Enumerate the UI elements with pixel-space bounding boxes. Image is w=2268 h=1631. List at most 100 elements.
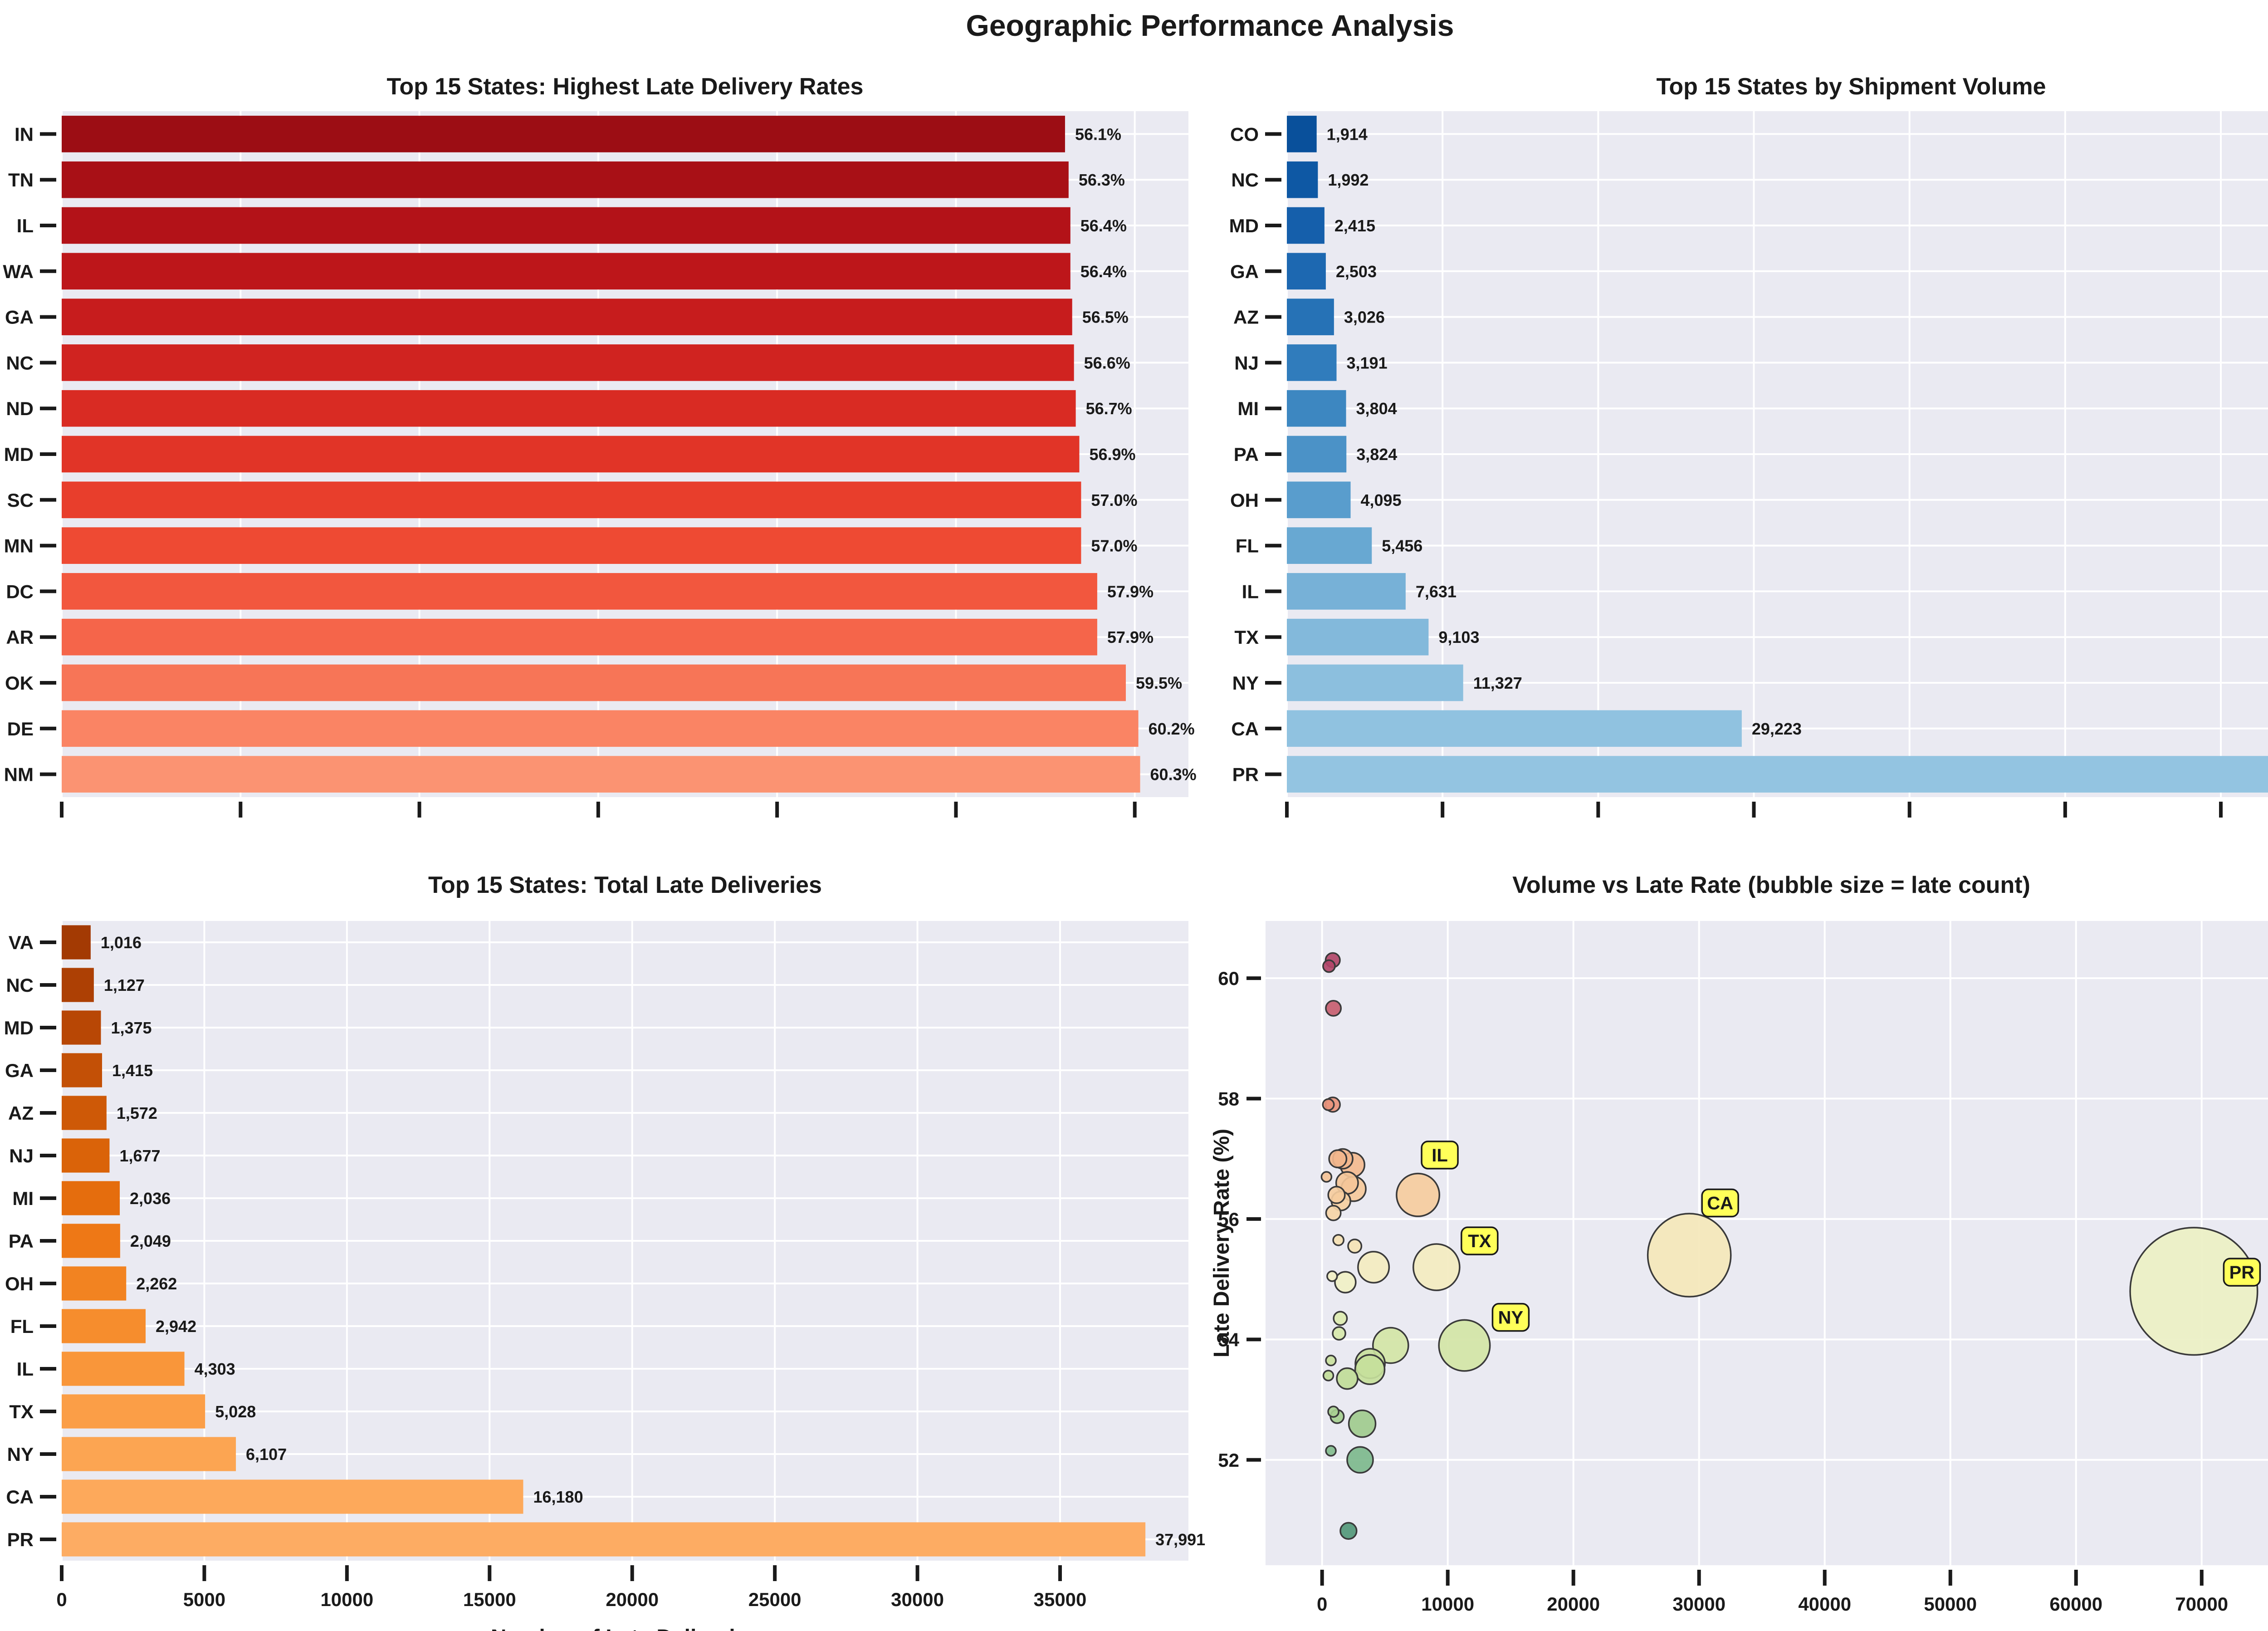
bubble-label-box-CA [1701, 1188, 1739, 1218]
bubble-state [1322, 1370, 1334, 1381]
y-tick-label-IL: IL [1242, 581, 1259, 602]
bar-PR [62, 1522, 1146, 1557]
chart-total-late-deliveries: VA 1,016 NC 1,127 MD 1,375 GA 1,415 AZ 1,572 NJ 1,6… [4, 872, 1206, 1631]
value-label-PA: 2,049 [130, 1232, 171, 1250]
value-label-CA: 16,180 [533, 1488, 583, 1506]
bar-PA [1287, 436, 1347, 473]
y-tick-label-GA: GA [5, 307, 34, 328]
value-label-GA: 56.5% [1082, 308, 1129, 327]
value-label-IL: 56.4% [1080, 216, 1127, 235]
value-label-PR: 37,991 [1155, 1530, 1205, 1549]
x-tick-label: 10000 [320, 1589, 373, 1610]
bar-TX [1287, 618, 1429, 656]
bar-CA [1287, 710, 1742, 747]
x-tick-label: 70000 [2175, 1593, 2228, 1615]
x-tick-label: 60000 [2195, 825, 2248, 826]
bubble-DE [1322, 959, 1336, 973]
value-label-NM: 60.3% [1150, 765, 1197, 784]
bar-MD [62, 1010, 101, 1045]
y-tick-label-AZ: AZ [1233, 307, 1259, 328]
y-tick-label-CA: CA [6, 1486, 34, 1508]
chart-volume-vs-late-rate-bubble: 0 10000 20000 30000 40000 50000 60000 70000 52 54… [1210, 872, 2268, 1631]
x-tick-label: 20000 [1547, 1593, 1600, 1615]
value-label-GA: 2,503 [1336, 262, 1377, 281]
bar-AR [62, 618, 1097, 656]
bubble-VA [1334, 1271, 1357, 1293]
bar-NM [62, 756, 1140, 793]
bar-GA [62, 299, 1072, 335]
y-tick-label-FL: FL [1236, 535, 1259, 557]
y-tick-label-ND: ND [6, 398, 34, 419]
bar-SC [62, 481, 1081, 519]
y-tick-label-TX: TX [9, 1401, 34, 1422]
y-tick-label-NY: NY [1232, 672, 1259, 694]
x-tick-label: 40000 [1883, 825, 1936, 826]
x-tick-label: 10000 [1421, 1593, 1474, 1615]
bar-VA [62, 925, 91, 960]
value-label-MN: 57.0% [1091, 537, 1137, 555]
y-tick-label-FL: FL [10, 1316, 34, 1337]
value-label-IL: 7,631 [1416, 582, 1457, 601]
bubble-label-PR: PR [2229, 1263, 2255, 1283]
x-tick-label: 35000 [1034, 1589, 1087, 1610]
y-tick-label-IN: IN [15, 123, 34, 145]
panel-title: Volume vs Late Rate (bubble size = late … [1512, 872, 2030, 898]
bubble-SC [1328, 1149, 1348, 1169]
bar-MN [62, 527, 1081, 564]
x-axis-label: Number of Late Deliveries [491, 1626, 759, 1631]
bubble-DC [1322, 1098, 1335, 1111]
value-label-NY: 6,107 [246, 1445, 287, 1464]
bar-TX [62, 1394, 205, 1429]
bubble-label-TX: TX [1468, 1231, 1491, 1251]
value-label-NC: 1,127 [104, 976, 145, 994]
bar-NJ [1287, 344, 1337, 381]
bar-IN [62, 116, 1065, 152]
y-tick-label-DE: DE [7, 718, 34, 740]
bubble-state [1332, 1234, 1345, 1246]
x-tick-label: 20 [409, 825, 430, 826]
value-label-OK: 59.5% [1136, 674, 1182, 692]
bar-CO [1287, 116, 1317, 152]
x-tick-label: 40 [767, 825, 788, 826]
x-tick-label: 30000 [1672, 1593, 1725, 1615]
value-label-WA: 56.4% [1080, 262, 1127, 281]
bubble-CO [1336, 1367, 1359, 1390]
x-tick-label: 20000 [1572, 825, 1625, 826]
bar-WA [62, 253, 1070, 290]
value-label-MI: 3,804 [1356, 399, 1397, 418]
bar-MI [62, 1181, 120, 1215]
y-tick-label-PA: PA [1234, 444, 1259, 465]
value-label-TN: 56.3% [1079, 171, 1125, 189]
bar-NC [1287, 161, 1318, 198]
panel-title: Top 15 States: Highest Late Delivery Rat… [387, 73, 864, 100]
x-tick-label: 0 [56, 825, 67, 826]
x-tick-label: 0 [1281, 825, 1292, 826]
bar-OK [62, 664, 1126, 701]
x-tick-label: 5000 [183, 1589, 225, 1610]
y-tick-label-MD: MD [4, 444, 34, 465]
bubble-state [1326, 1270, 1338, 1282]
x-tick-label: 0 [56, 1589, 67, 1610]
bubble-label-IL: IL [1432, 1146, 1448, 1166]
value-label-IN: 56.1% [1075, 125, 1121, 143]
bar-FL [1287, 527, 1372, 564]
y-tick-label-TN: TN [8, 169, 34, 191]
y-tick-label-AR: AR [6, 627, 34, 648]
x-tick-label: 0 [1317, 1593, 1327, 1615]
value-label-AZ: 1,572 [117, 1104, 157, 1122]
value-label-AZ: 3,026 [1344, 308, 1385, 327]
bubble-CA [1647, 1213, 1732, 1298]
x-tick-label: 30 [587, 825, 609, 826]
y-tick-label-VA: VA [9, 932, 34, 953]
value-label-MD: 2,415 [1334, 216, 1375, 235]
value-label-NJ: 3,191 [1347, 353, 1388, 372]
bubble-NJ [1348, 1409, 1377, 1438]
x-tick-label: 20000 [606, 1589, 659, 1610]
value-label-DE: 60.2% [1149, 720, 1195, 738]
chart-highest-late-delivery-rates: IN 56.1% TN 56.3% IL 56.4% WA 56.4% GA 56.5% NC 56.… [3, 73, 1197, 826]
x-tick-label: 10 [230, 825, 251, 826]
y-axis-label: Late Delivery Rate (%) [1210, 1129, 1234, 1357]
bar-CA [62, 1479, 523, 1514]
y-tick-label-AZ: AZ [8, 1102, 34, 1124]
y-tick-label-TX: TX [1234, 627, 1259, 648]
